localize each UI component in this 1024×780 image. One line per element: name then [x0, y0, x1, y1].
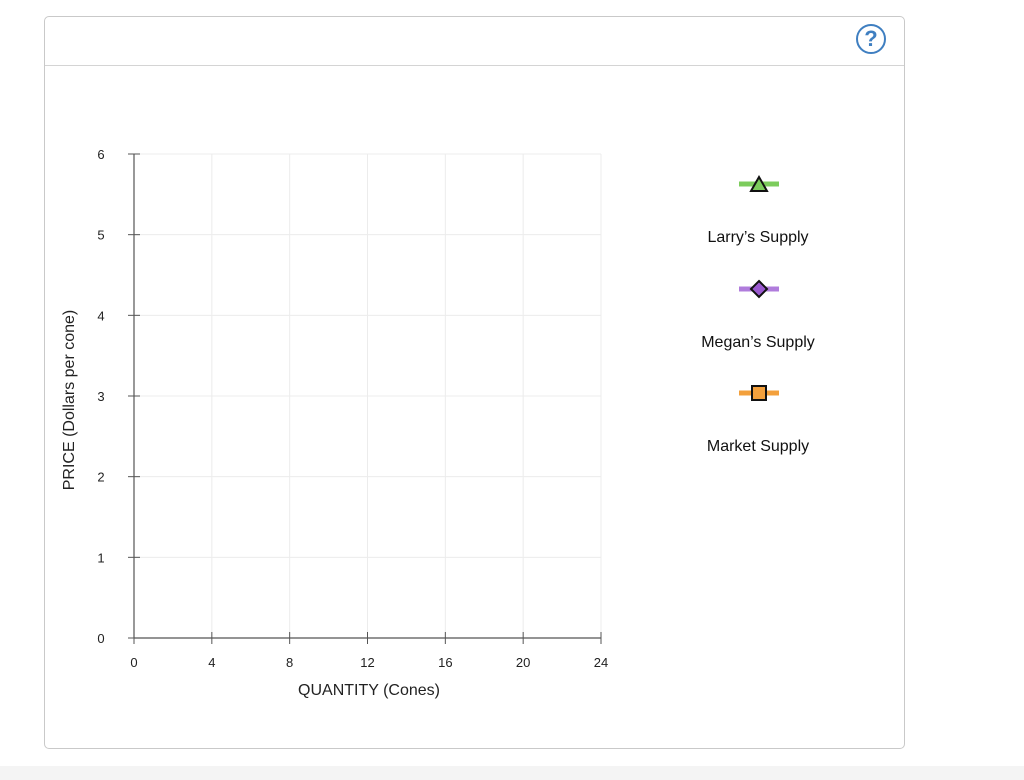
y-tick-label: 4: [97, 308, 104, 323]
market-supply-label: Market Supply: [706, 438, 810, 455]
triangle-marker-icon: [749, 174, 769, 192]
y-axis-label: PRICE (Dollars per cone): [61, 310, 78, 491]
y-tick-label: 6: [97, 147, 104, 162]
larrys-supply-marker[interactable]: [738, 174, 780, 194]
y-tick-label: 5: [97, 228, 104, 243]
graph-panel: ?: [44, 16, 905, 749]
diamond-marker-icon: [749, 279, 769, 299]
help-icon: ?: [864, 26, 878, 51]
y-tick-label: 2: [97, 470, 104, 485]
y-tick-label: 3: [97, 389, 104, 404]
larrys-supply-label: Larry’s Supply: [707, 229, 809, 246]
square-marker-icon: [751, 385, 767, 401]
x-tick-label: 12: [360, 655, 374, 670]
x-tick-label: 0: [130, 655, 137, 670]
market-supply-marker[interactable]: [738, 383, 780, 403]
megans-supply-marker[interactable]: [738, 278, 780, 300]
x-tick-label: 16: [438, 655, 452, 670]
y-tick-label: 1: [97, 550, 104, 565]
help-button[interactable]: ?: [856, 24, 886, 54]
panel-header: ?: [45, 17, 904, 66]
grid-lines: [134, 153, 602, 638]
megans-supply-label: Megan’s Supply: [701, 334, 815, 351]
x-tick-label: 8: [286, 655, 293, 670]
page-footer-strip: [0, 766, 1024, 780]
x-axis-label: QUANTITY (Cones): [298, 682, 440, 699]
x-tick-label: 4: [208, 655, 215, 670]
x-tick-label: 20: [516, 655, 530, 670]
x-tick-label: 24: [594, 655, 608, 670]
y-tick-label: 0: [97, 631, 104, 646]
